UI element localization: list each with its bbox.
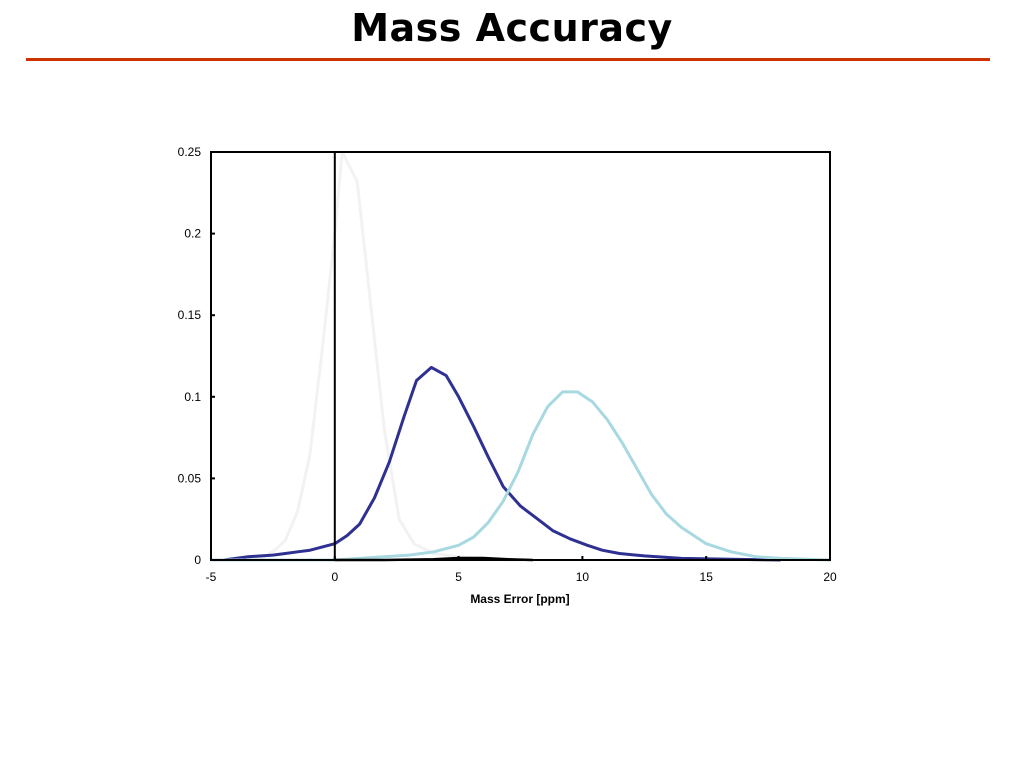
axes-layer: -5 0 5 10 15 20 0 0.05 0.1 0.15 0.2 0.25 (178, 145, 837, 584)
x-tick-label: 10 (576, 570, 590, 584)
x-axis-label: Mass Error [ppm] (470, 592, 569, 606)
y-tick-label: 0.1 (184, 390, 201, 404)
x-tick-label: 20 (823, 570, 837, 584)
series-line-2 (223, 365, 781, 562)
title-divider (26, 58, 990, 61)
y-tick-label: 0.15 (178, 308, 202, 322)
y-tick-label: 0.05 (178, 471, 202, 485)
x-tick-label: 15 (700, 570, 714, 584)
y-tick-label: 0 (194, 553, 201, 567)
series-layer (211, 150, 831, 562)
plot-frame (210, 151, 831, 561)
x-tick-label: 0 (331, 570, 338, 584)
series-line-3 (211, 390, 831, 562)
x-tick-label: 5 (455, 570, 462, 584)
y-tick-label: 0.25 (178, 145, 202, 159)
slide-title: Mass Accuracy (351, 6, 673, 50)
x-tick-label: -5 (206, 570, 217, 584)
y-tick-label: 0.2 (184, 227, 201, 241)
series-line-1 (247, 150, 533, 562)
